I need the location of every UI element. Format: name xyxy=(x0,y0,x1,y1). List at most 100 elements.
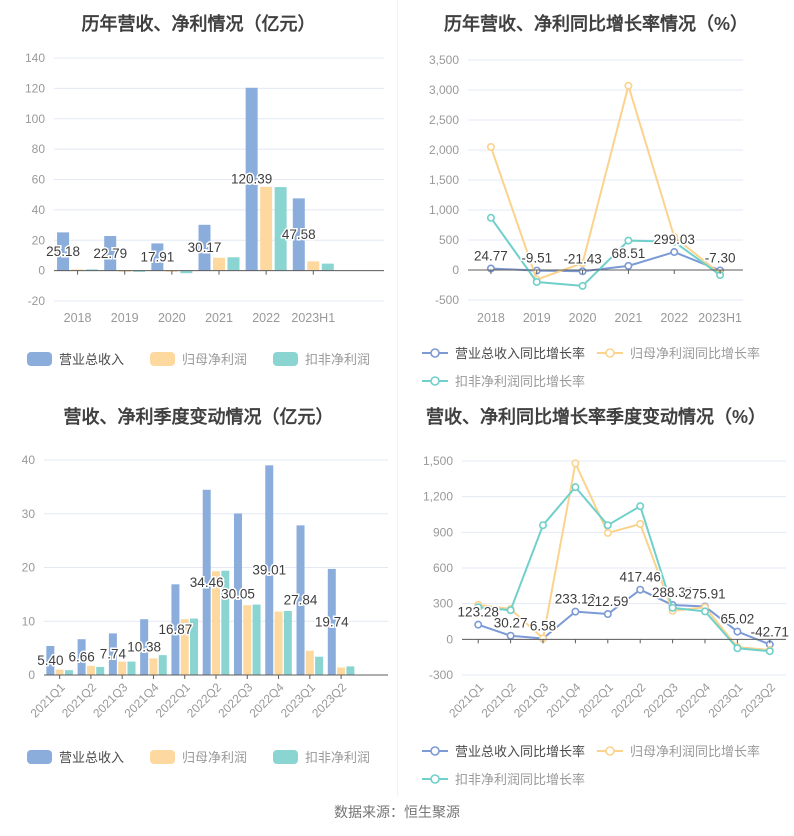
svg-text:3,000: 3,000 xyxy=(429,83,459,97)
svg-text:2021: 2021 xyxy=(615,311,643,325)
svg-text:34.46: 34.46 xyxy=(190,575,224,590)
svg-text:-42.71: -42.71 xyxy=(751,624,789,639)
panel-annual-values: 历年营收、净利情况（亿元） 140 120 100 80 60 40 20 0 -20 2018 2… xyxy=(0,0,397,393)
svg-text:65.02: 65.02 xyxy=(721,612,755,627)
svg-text:-20: -20 xyxy=(28,294,46,308)
svg-text:123.28: 123.28 xyxy=(458,605,499,620)
svg-text:2020: 2020 xyxy=(158,311,186,325)
svg-text:2020: 2020 xyxy=(569,311,597,325)
quarterly-line-legend: 营业总收入同比增长率 归母净利润同比增长率 扣非净利润同比增长率 xyxy=(422,741,770,788)
legend-item-series-0[interactable]: 营业总收入 xyxy=(26,747,124,766)
svg-text:2022Q4: 2022Q4 xyxy=(673,680,713,720)
annual-line-legend: 营业总收入同比增长率 归母净利润同比增长率 扣非净利润同比增长率 xyxy=(422,343,770,390)
legend-bar-swatch-icon xyxy=(26,351,52,366)
svg-text:2021: 2021 xyxy=(205,311,233,325)
svg-text:2022: 2022 xyxy=(252,311,280,325)
data-source-note: 数据来源：恒生聚源 xyxy=(334,804,460,820)
panel-quarterly-values: 营收、净利季度变动情况（亿元） 40 30 20 10 0 2021Q1 2021Q2 202… xyxy=(0,393,397,796)
svg-text:2018: 2018 xyxy=(477,311,505,325)
svg-text:25.18: 25.18 xyxy=(46,244,80,259)
svg-text:100: 100 xyxy=(25,112,45,126)
legend-item-series-1[interactable]: 归母净利润 xyxy=(149,349,247,368)
svg-text:212.59: 212.59 xyxy=(587,594,628,609)
legend-label: 营业总收入 xyxy=(58,352,124,367)
svg-text:-21.43: -21.43 xyxy=(563,251,601,266)
svg-text:275.91: 275.91 xyxy=(684,587,725,602)
svg-text:24.77: 24.77 xyxy=(474,249,508,264)
legend-item-series-0[interactable]: 营业总收入同比增长率 xyxy=(422,343,585,362)
legend-line-swatch-icon xyxy=(422,347,448,358)
svg-text:80: 80 xyxy=(32,142,46,156)
legend-label: 营业总收入同比增长率 xyxy=(455,744,586,759)
legend-bar-swatch-icon xyxy=(273,351,298,366)
svg-text:16.87: 16.87 xyxy=(159,622,193,637)
svg-text:2023H1: 2023H1 xyxy=(698,311,742,325)
svg-text:2022Q1: 2022Q1 xyxy=(576,680,616,720)
legend-item-series-1[interactable]: 归母净利润同比增长率 xyxy=(597,343,760,362)
svg-text:30.17: 30.17 xyxy=(188,240,222,255)
svg-text:40: 40 xyxy=(22,453,36,467)
svg-text:-7.30: -7.30 xyxy=(705,250,736,265)
legend-line-swatch-icon xyxy=(422,773,448,784)
svg-text:299.03: 299.03 xyxy=(654,232,695,247)
chart-title-quarterly-values: 营收、净利季度变动情况（亿元） xyxy=(63,407,334,427)
svg-text:22.79: 22.79 xyxy=(93,246,127,261)
svg-text:900: 900 xyxy=(433,525,453,539)
svg-text:30.05: 30.05 xyxy=(221,587,255,602)
quarterly-revenue-profit-bar-chart: 4030201002021Q12021Q22021Q32021Q42022Q12… xyxy=(22,453,388,720)
charts-grid: 历年营收、净利情况（亿元） 140 120 100 80 60 40 20 0 -20 2018 2… xyxy=(0,0,794,796)
svg-text:2023Q2: 2023Q2 xyxy=(738,680,778,720)
svg-text:2023H1: 2023H1 xyxy=(291,311,335,325)
chart-title-quarterly-growth: 营收、净利同比增长率季度变动情况（%） xyxy=(425,407,766,427)
svg-text:2022Q3: 2022Q3 xyxy=(641,680,681,720)
legend-item-series-2[interactable]: 扣非净利润同比增长率 xyxy=(422,371,585,390)
svg-text:2023Q1: 2023Q1 xyxy=(705,680,745,720)
svg-text:2019: 2019 xyxy=(523,311,551,325)
svg-text:2,500: 2,500 xyxy=(429,113,459,127)
chart-title-annual-growth: 历年营收、净利同比增长率情况（%） xyxy=(443,14,748,34)
legend-label: 扣非净利润 xyxy=(305,750,371,765)
svg-text:233.10: 233.10 xyxy=(555,592,596,607)
svg-text:-9.51: -9.51 xyxy=(521,251,552,266)
legend-line-swatch-icon xyxy=(597,347,624,358)
svg-text:39.01: 39.01 xyxy=(252,563,286,578)
svg-text:2023Q2: 2023Q2 xyxy=(309,680,349,720)
legend-item-series-0[interactable]: 营业总收入 xyxy=(26,349,124,368)
legend-label: 扣非净利润 xyxy=(305,352,371,367)
svg-text:27.84: 27.84 xyxy=(284,593,318,608)
svg-text:6.58: 6.58 xyxy=(530,619,556,634)
legend-item-series-2[interactable]: 扣非净利润同比增长率 xyxy=(422,769,585,788)
quarterly-growth-line-chart: 1,5001,2009006003000-3002021Q12021Q22021… xyxy=(423,454,790,720)
svg-text:47.58: 47.58 xyxy=(282,227,316,242)
legend-item-series-2[interactable]: 扣非净利润 xyxy=(273,349,370,368)
svg-text:2019: 2019 xyxy=(111,311,139,325)
annual-growth-line-chart: 3,500 3,000 2,500 2,000 1,500 1,000 500 0 -500 20… xyxy=(429,53,743,325)
svg-text:2022Q2: 2022Q2 xyxy=(608,680,648,720)
legend-line-swatch-icon xyxy=(422,745,448,756)
panel-annual-growth: 历年营收、净利同比增长率情况（%） 3,500 3,000 2,500 2,000 1,… xyxy=(397,0,794,393)
legend-label: 归母净利润 xyxy=(181,352,247,367)
legend-label: 营业总收入 xyxy=(58,750,124,765)
svg-text:40: 40 xyxy=(32,203,46,217)
svg-text:140: 140 xyxy=(25,51,45,65)
svg-text:17.91: 17.91 xyxy=(140,250,174,265)
legend-item-series-0[interactable]: 营业总收入同比增长率 xyxy=(422,741,585,760)
panel-quarterly-growth: 营收、净利同比增长率季度变动情况（%） 1,500 1,200 900 600 300 0… xyxy=(397,393,794,796)
svg-text:300: 300 xyxy=(433,597,453,611)
legend-bar-swatch-icon xyxy=(273,749,298,764)
svg-text:1,200: 1,200 xyxy=(423,490,453,504)
svg-text:0: 0 xyxy=(28,668,35,682)
svg-text:-500: -500 xyxy=(435,293,459,307)
svg-text:2018: 2018 xyxy=(64,311,92,325)
legend-item-series-1[interactable]: 归母净利润同比增长率 xyxy=(597,741,760,760)
legend-bar-swatch-icon xyxy=(149,749,175,764)
svg-text:1,500: 1,500 xyxy=(423,454,453,468)
svg-text:1,500: 1,500 xyxy=(429,173,459,187)
svg-text:0: 0 xyxy=(452,263,459,277)
svg-text:19.74: 19.74 xyxy=(315,614,349,629)
legend-item-series-1[interactable]: 归母净利润 xyxy=(149,747,247,766)
legend-label: 扣非净利润同比增长率 xyxy=(455,772,586,787)
svg-text:2022: 2022 xyxy=(660,311,688,325)
legend-item-series-2[interactable]: 扣非净利润 xyxy=(273,747,370,766)
